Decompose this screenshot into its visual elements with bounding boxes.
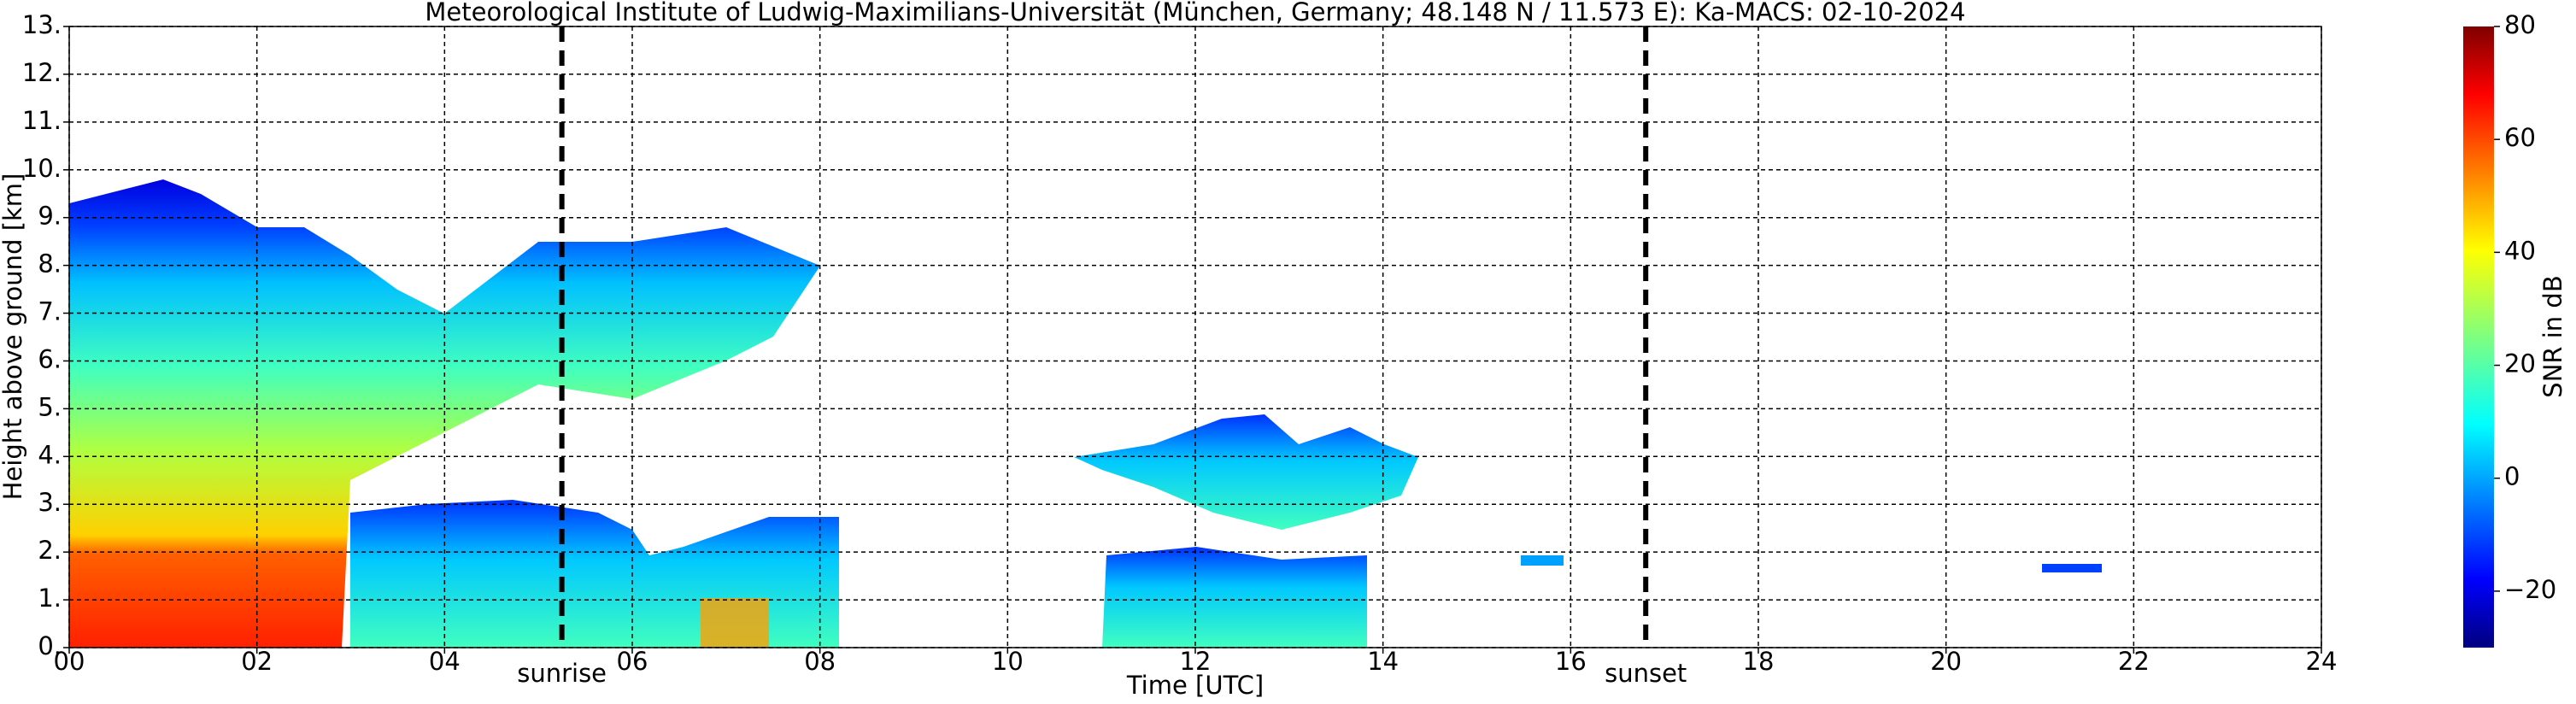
y-tick-label: 7. bbox=[38, 297, 62, 326]
colorbar bbox=[2463, 26, 2494, 648]
y-tick-label: 0. bbox=[38, 631, 62, 660]
x-tick-label: 14 bbox=[1367, 647, 1399, 676]
y-tick-label: 2. bbox=[38, 536, 62, 565]
x-axis-label: Time [UTC] bbox=[1126, 671, 1264, 700]
colorbar-tick-label: −20 bbox=[2504, 575, 2556, 604]
colorbar-tick-label: 60 bbox=[2504, 123, 2536, 152]
y-tick-label: 5. bbox=[38, 392, 62, 421]
chart-title: Meteorological Institute of Ludwig-Maxim… bbox=[425, 0, 1965, 26]
y-tick-label: 9. bbox=[38, 202, 62, 231]
colorbar-tick-label: 20 bbox=[2504, 349, 2536, 378]
x-tick-label: 02 bbox=[241, 647, 273, 676]
x-tick-label: 08 bbox=[804, 647, 836, 676]
x-tick-label: 20 bbox=[1930, 647, 1962, 676]
x-tick-label: 12 bbox=[1180, 647, 1212, 676]
y-tick-label: 4. bbox=[38, 440, 62, 469]
y-tick-label: 3. bbox=[38, 488, 62, 517]
y-axis-label: Height above ground [km] bbox=[0, 173, 27, 501]
colorbar-tick-label: 80 bbox=[2504, 10, 2536, 39]
x-tick-label: 00 bbox=[54, 647, 85, 676]
y-tick-label: 1. bbox=[38, 584, 62, 613]
radar-echo bbox=[69, 179, 2102, 648]
x-tick-label: 24 bbox=[2306, 647, 2338, 676]
x-tick-label: 22 bbox=[2118, 647, 2150, 676]
y-tick-label: 12. bbox=[22, 58, 62, 87]
annotation-label: sunset bbox=[1605, 659, 1687, 688]
colorbar-tick-label: 0 bbox=[2504, 462, 2520, 491]
colorbar-label: SNR in dB bbox=[2538, 275, 2567, 397]
y-tick-label: 11. bbox=[22, 106, 62, 135]
x-tick-label: 06 bbox=[617, 647, 648, 676]
y-tick-label: 10. bbox=[22, 154, 62, 183]
y-tick-label: 6. bbox=[38, 344, 62, 373]
y-tick-label: 13. bbox=[22, 10, 62, 39]
x-tick-label: 04 bbox=[429, 647, 461, 676]
plot-frame bbox=[68, 26, 2322, 648]
x-tick-label: 18 bbox=[1743, 647, 1775, 676]
annotation-label: sunrise bbox=[517, 659, 607, 688]
x-tick-label: 16 bbox=[1555, 647, 1587, 676]
x-tick-label: 10 bbox=[992, 647, 1024, 676]
y-tick-label: 8. bbox=[38, 249, 62, 279]
colorbar-tick-label: 40 bbox=[2504, 236, 2536, 265]
